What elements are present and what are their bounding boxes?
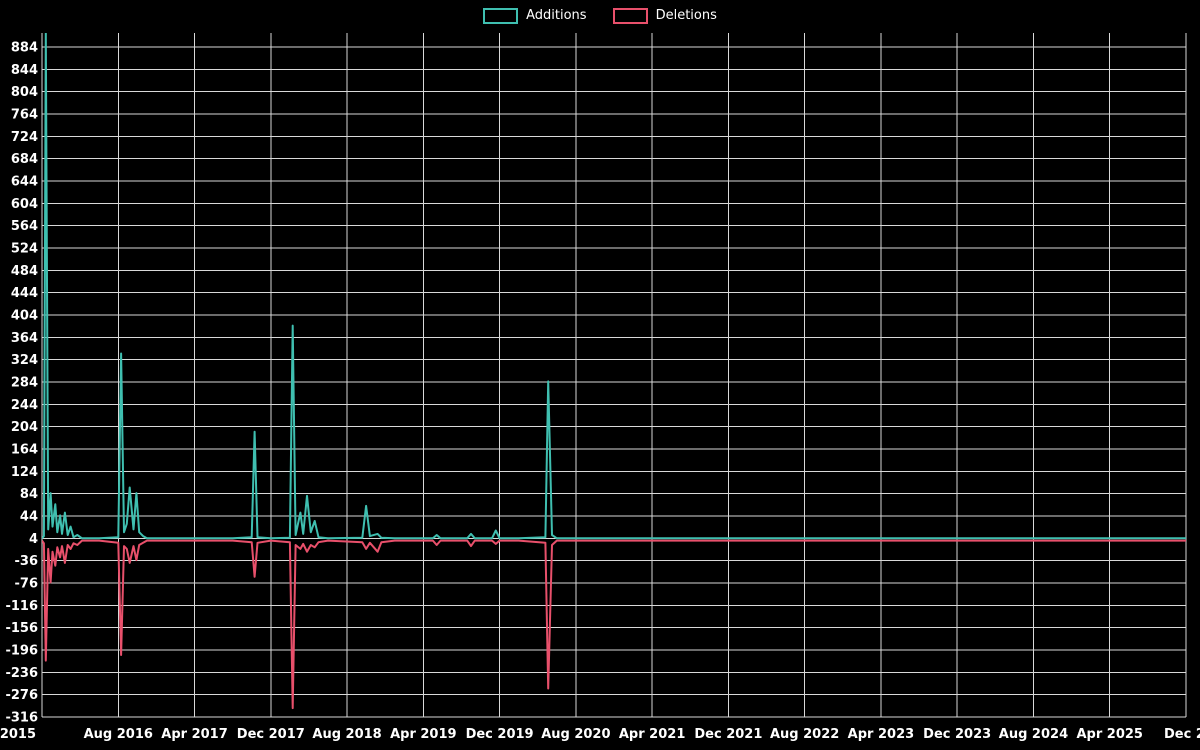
svg-text:Dec 2015: Dec 2015 (0, 727, 36, 742)
svg-text:164: 164 (11, 442, 38, 457)
deletions-swatch-icon (612, 8, 648, 24)
svg-text:Apr 2025: Apr 2025 (1076, 727, 1143, 742)
svg-text:Apr 2019: Apr 2019 (390, 727, 457, 742)
svg-text:684: 684 (11, 152, 38, 167)
svg-text:724: 724 (11, 130, 38, 145)
additions-swatch-icon (483, 8, 519, 24)
svg-text:524: 524 (11, 241, 38, 256)
svg-text:-36: -36 (15, 554, 39, 569)
svg-text:Dec 2017: Dec 2017 (237, 727, 305, 742)
svg-text:844: 844 (11, 63, 38, 78)
svg-text:644: 644 (11, 174, 38, 189)
svg-text:Aug 2022: Aug 2022 (770, 727, 839, 742)
legend-label-additions: Additions (526, 8, 587, 23)
svg-text:-116: -116 (5, 599, 38, 614)
svg-text:284: 284 (11, 375, 38, 390)
svg-text:-156: -156 (5, 621, 38, 636)
svg-text:484: 484 (11, 264, 38, 279)
svg-text:404: 404 (11, 308, 38, 323)
svg-text:-76: -76 (15, 576, 39, 591)
svg-text:444: 444 (11, 286, 38, 301)
svg-text:-236: -236 (5, 666, 38, 681)
svg-text:Aug 2016: Aug 2016 (84, 727, 153, 742)
svg-text:324: 324 (11, 353, 38, 368)
svg-text:604: 604 (11, 197, 38, 212)
svg-text:124: 124 (11, 465, 38, 480)
svg-text:884: 884 (11, 40, 38, 55)
svg-text:44: 44 (20, 509, 38, 524)
svg-text:Aug 2024: Aug 2024 (999, 727, 1068, 742)
svg-text:764: 764 (11, 107, 38, 122)
svg-text:Dec 2023: Dec 2023 (923, 727, 991, 742)
svg-text:204: 204 (11, 420, 38, 435)
svg-text:Dec 2021: Dec 2021 (694, 727, 762, 742)
chart-legend: Additions Deletions (0, 8, 1200, 24)
svg-text:244: 244 (11, 398, 38, 413)
legend-item-additions[interactable]: Additions (483, 8, 587, 24)
svg-text:-276: -276 (5, 688, 38, 703)
svg-text:-196: -196 (5, 643, 38, 658)
legend-item-deletions[interactable]: Deletions (612, 8, 717, 24)
svg-text:Apr 2021: Apr 2021 (619, 727, 686, 742)
svg-text:Apr 2023: Apr 2023 (848, 727, 915, 742)
svg-text:804: 804 (11, 85, 38, 100)
svg-text:-316: -316 (5, 711, 38, 726)
svg-text:Aug 2018: Aug 2018 (312, 727, 381, 742)
svg-text:4: 4 (29, 532, 38, 547)
svg-text:84: 84 (20, 487, 38, 502)
svg-text:564: 564 (11, 219, 38, 234)
svg-text:Aug 2020: Aug 2020 (541, 727, 610, 742)
svg-text:Dec 2019: Dec 2019 (466, 727, 534, 742)
legend-label-deletions: Deletions (655, 8, 717, 23)
svg-text:364: 364 (11, 331, 38, 346)
svg-text:Dec 2025: Dec 2025 (1164, 727, 1200, 742)
svg-text:Apr 2017: Apr 2017 (161, 727, 228, 742)
